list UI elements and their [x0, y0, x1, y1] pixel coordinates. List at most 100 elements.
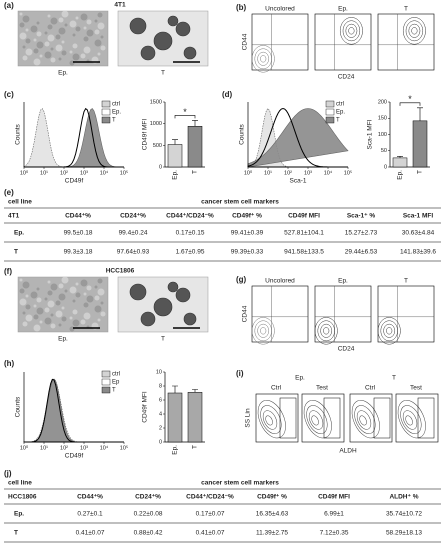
cell	[97, 52, 101, 56]
cell	[33, 58, 41, 66]
cell	[94, 19, 98, 23]
table-cell: 11.39±2.75	[256, 530, 288, 537]
dot-plot	[255, 393, 299, 443]
axis-label: Counts	[239, 123, 246, 144]
density	[411, 27, 418, 35]
table-cell: 0.41±0.07	[196, 530, 225, 537]
cell	[47, 14, 51, 18]
table-cell: 99.41±0.39	[231, 230, 264, 237]
x-tick-label: 10³	[80, 170, 88, 176]
cell	[75, 26, 81, 32]
cell	[36, 287, 40, 291]
cell	[86, 19, 92, 25]
cell	[44, 51, 52, 59]
plot-title: Ctrl	[365, 385, 376, 392]
legend-entry: T	[336, 118, 340, 124]
x-tick-label: 10²	[60, 445, 68, 451]
table-cell: 30.63±4.84	[402, 230, 435, 237]
y-tick-label: 0	[159, 439, 162, 445]
density	[359, 415, 367, 426]
bar	[167, 392, 183, 443]
column-header: ALDH⁺ %	[389, 494, 418, 501]
sphere	[183, 46, 197, 60]
gate	[279, 397, 297, 439]
cell	[64, 23, 68, 27]
significance-bracket	[174, 115, 196, 119]
x-tick-label: 10¹	[264, 170, 272, 176]
sphere	[175, 287, 191, 303]
density	[303, 400, 332, 439]
column-header: CD44⁺/CD24⁻%	[166, 213, 214, 220]
x-tick-label: 10³	[80, 445, 88, 451]
dot-plot	[377, 13, 435, 71]
x-tick-label: 10⁵	[120, 169, 128, 176]
cell	[50, 313, 54, 317]
density	[405, 415, 413, 426]
cell	[58, 57, 62, 61]
y-tick-label: 4	[159, 411, 162, 417]
sphere	[175, 21, 191, 37]
cell	[33, 48, 39, 54]
column-header: CD49f⁺ %	[257, 494, 287, 501]
cell	[19, 22, 25, 28]
column-header: CD24⁺%	[120, 213, 146, 220]
table-cell: 0.27±0.1	[77, 511, 103, 518]
cell	[80, 53, 86, 59]
cell	[25, 314, 33, 322]
panel-label: (h)	[4, 359, 15, 368]
cell	[30, 291, 38, 299]
cell	[94, 295, 100, 301]
cell	[25, 48, 33, 56]
y-tick-label: 0	[159, 164, 162, 170]
cell	[61, 50, 67, 56]
cell	[97, 288, 105, 296]
x-tick-label: 10⁵	[344, 169, 352, 176]
cell	[55, 34, 61, 40]
panel-title: 4T1	[114, 2, 126, 9]
sphere	[153, 297, 173, 317]
cell	[22, 321, 28, 327]
bar	[187, 126, 203, 168]
table-cell: 0.22±0.08	[134, 511, 163, 518]
table-cell: 16.35±4.63	[256, 511, 289, 518]
cell	[69, 286, 77, 294]
panel-label: (b)	[236, 3, 247, 12]
legend-entry: Ep	[112, 380, 120, 386]
legend-entry: ctrl	[112, 372, 120, 378]
sphere	[167, 281, 179, 293]
density	[400, 405, 422, 434]
cell	[55, 310, 63, 318]
image-caption: Ep.	[58, 70, 68, 77]
cell	[83, 36, 89, 42]
panel-label: (e)	[4, 188, 14, 197]
bar	[167, 144, 183, 168]
x-tick-label: Ep.	[172, 445, 179, 455]
cell	[36, 31, 42, 37]
density	[320, 323, 333, 338]
y-tick-label: 150	[378, 116, 387, 122]
histogram-curve	[247, 108, 349, 168]
bar	[412, 120, 428, 168]
column-header: Sca-1 MFI	[403, 213, 434, 220]
table-cell: 29.44±6.53	[345, 249, 378, 256]
cell	[58, 283, 64, 289]
cell	[80, 279, 88, 287]
legend-swatch	[101, 378, 111, 386]
cell	[61, 10, 69, 18]
legend-entry: T	[112, 118, 116, 124]
cell	[97, 318, 101, 322]
cell	[22, 311, 26, 315]
cell	[75, 292, 81, 298]
bar	[187, 392, 203, 443]
axis-label: Counts	[15, 123, 22, 144]
legend-swatch	[101, 108, 111, 116]
cell	[50, 283, 58, 291]
density	[251, 317, 275, 345]
image-caption: T	[161, 336, 165, 343]
significance-bracket	[399, 102, 421, 106]
plot-title: Ep.	[338, 278, 348, 285]
x-tick-label: 10¹	[40, 170, 48, 176]
cell	[19, 288, 25, 294]
table-cell: 1.67±0.95	[176, 249, 205, 256]
